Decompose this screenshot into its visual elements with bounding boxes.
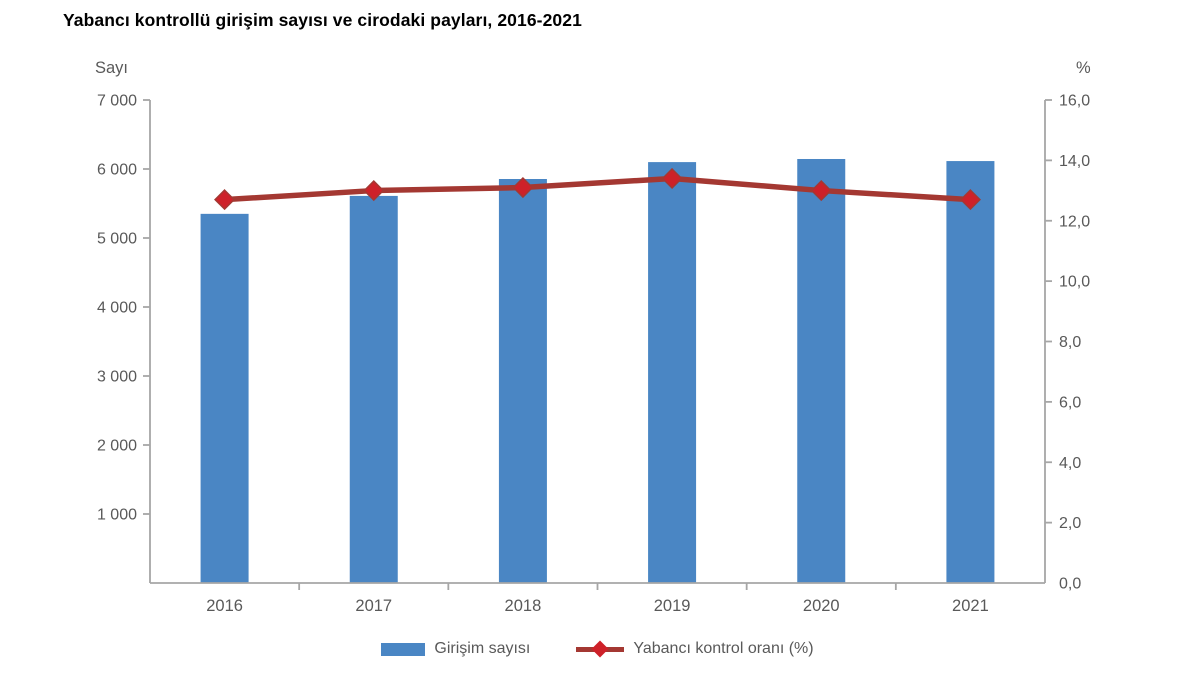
left-axis-tick-label: 5 000 xyxy=(97,231,137,248)
x-axis-label-2020: 2020 xyxy=(803,597,840,615)
diamond-marker-2019 xyxy=(661,167,683,190)
diamond-marker-2020 xyxy=(810,180,832,202)
right-axis-tick-label: 14,0 xyxy=(1059,153,1090,170)
chart-legend: Girişim sayısı Yabancı kontrol oranı (%) xyxy=(150,639,1045,659)
legend-bar-swatch-icon xyxy=(381,642,426,656)
right-axis-tick-label: 6,0 xyxy=(1059,394,1081,411)
diamond-marker-2016 xyxy=(214,189,236,211)
diamond-marker-2021 xyxy=(959,189,981,211)
left-axis-tick-label: 7 000 xyxy=(97,93,137,110)
bar-2016 xyxy=(200,213,249,583)
right-axis-title: % xyxy=(1076,59,1091,77)
legend-label-girisim-sayisi: Girişim sayısı xyxy=(434,640,531,657)
bar-2021 xyxy=(946,161,995,583)
left-axis-tick-label: 3 000 xyxy=(97,369,137,386)
bar-2020 xyxy=(797,158,846,583)
legend-diamond-part xyxy=(591,640,609,658)
right-axis-tick-label: 2,0 xyxy=(1059,515,1081,532)
line-series xyxy=(224,175,971,203)
left-axis-tick-label: 2 000 xyxy=(97,438,137,455)
left-axis-tick-label: 4 000 xyxy=(97,300,137,317)
right-axis-tick-label: 8,0 xyxy=(1059,334,1081,351)
legend-item-yabanci-kontrol-orani: Yabancı kontrol oranı (%) xyxy=(576,639,814,659)
right-axis-tick-label: 10,0 xyxy=(1059,274,1090,291)
legend-label-yabanci-kontrol-orani: Yabancı kontrol oranı (%) xyxy=(633,640,814,657)
bar-2017 xyxy=(349,195,398,583)
left-axis-tick-label: 1 000 xyxy=(97,507,137,524)
diamond-marker-2017 xyxy=(363,180,385,202)
right-axis-tick-label: 0,0 xyxy=(1059,576,1081,593)
legend-line-diamond-swatch-icon xyxy=(576,639,625,659)
x-axis-label-2017: 2017 xyxy=(355,597,392,615)
right-axis-tick-label: 16,0 xyxy=(1059,93,1090,110)
x-axis-label-2018: 2018 xyxy=(505,597,542,615)
bar-2018 xyxy=(498,179,547,583)
bar-2019 xyxy=(648,162,697,583)
x-axis-label-2021: 2021 xyxy=(952,597,989,615)
left-axis-title: Sayı xyxy=(95,59,128,77)
x-axis-label-2019: 2019 xyxy=(654,597,691,615)
left-axis-tick-label: 6 000 xyxy=(97,162,137,179)
x-axis-label-2016: 2016 xyxy=(206,597,243,615)
chart-title: Yabancı kontrollü girişim sayısı ve ciro… xyxy=(63,10,582,30)
right-axis-tick-label: 12,0 xyxy=(1059,213,1090,230)
right-axis-tick-label: 4,0 xyxy=(1059,455,1081,472)
legend-item-girisim-sayisi: Girişim sayısı xyxy=(381,640,530,658)
diamond-marker-2018 xyxy=(512,176,534,199)
